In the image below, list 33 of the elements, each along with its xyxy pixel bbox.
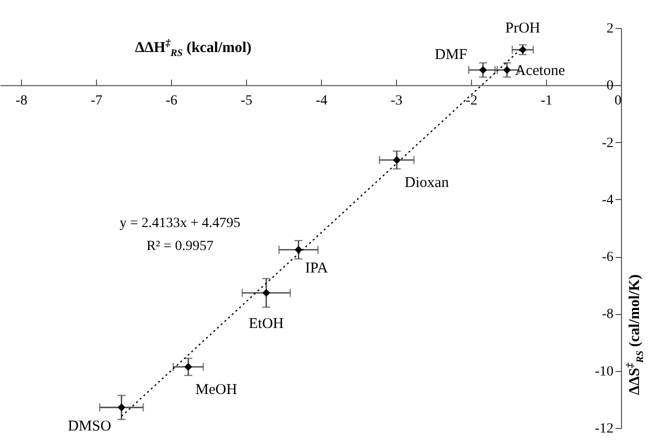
y-tick-label: -12 xyxy=(594,422,614,436)
annotation: R² = 0.9957 xyxy=(146,239,214,254)
point xyxy=(392,156,401,164)
point xyxy=(503,66,511,74)
y-tick-label: 2 xyxy=(606,22,614,36)
x-tick-label: -8 xyxy=(16,94,28,109)
point xyxy=(118,404,126,412)
x-tick-label: -3 xyxy=(390,94,402,109)
x-axis-title: ΔΔH$^{‡}$$_{RS}$ (kcal/mol) xyxy=(135,38,252,59)
x-tick-label: -1 xyxy=(540,94,552,109)
y-tick-label: -6 xyxy=(602,250,614,266)
annotation: DMSO xyxy=(68,418,112,434)
y-tick-label: -2 xyxy=(602,136,614,151)
y-tick-label: -8 xyxy=(602,307,614,322)
annotation: y = 2.4133x + 4.4795 xyxy=(120,216,240,231)
x-tick-label: -7 xyxy=(90,94,102,109)
annotation: Acetone xyxy=(515,63,566,79)
x-tick-label: -4 xyxy=(316,94,328,109)
annotation: PrOH xyxy=(505,20,540,37)
x-tick-label: -2 xyxy=(466,94,478,109)
annotation: IPA xyxy=(305,260,328,277)
annotation: Dioxan xyxy=(404,175,450,191)
y-tick-label: -4 xyxy=(602,192,614,208)
x-tick-label: -5 xyxy=(240,94,252,109)
x-tick-label: -6 xyxy=(166,94,178,109)
annotation: EtOH xyxy=(248,316,284,332)
point xyxy=(294,246,302,254)
point xyxy=(479,66,487,74)
annotation: MeOH xyxy=(195,382,238,398)
annotation: DMF xyxy=(434,47,468,63)
point xyxy=(184,362,192,371)
point xyxy=(262,288,270,297)
y-tick-label: -10 xyxy=(594,364,614,380)
